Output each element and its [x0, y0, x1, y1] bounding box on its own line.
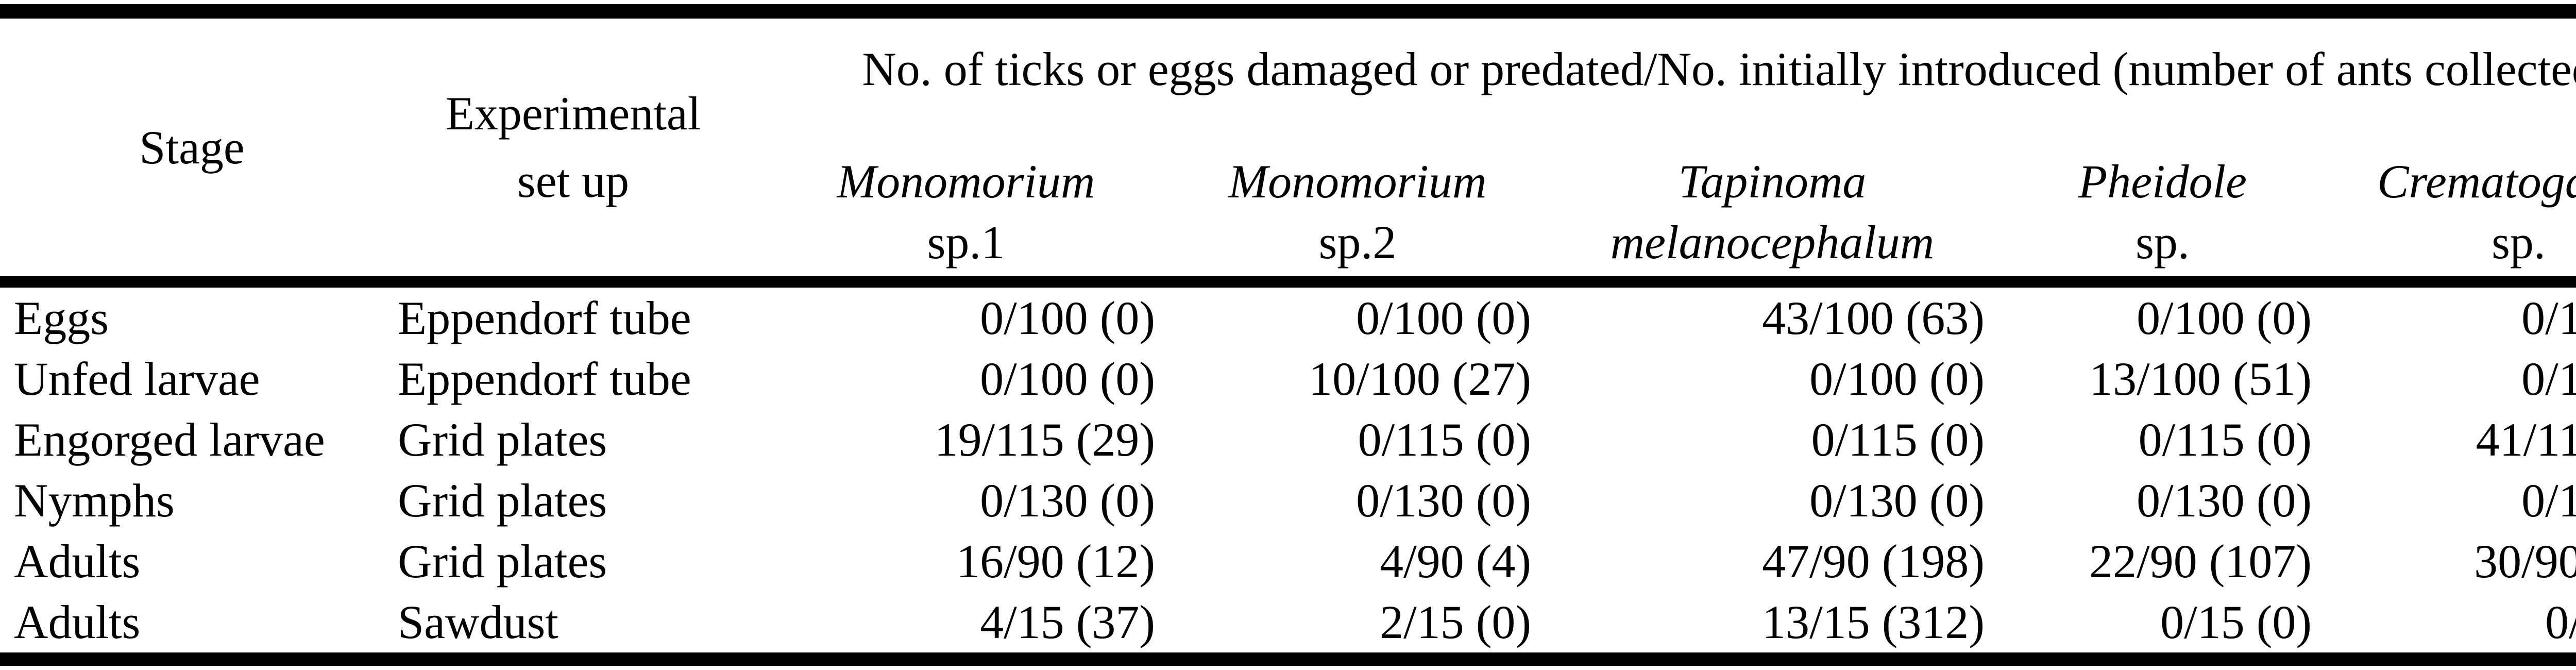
table-header: Stage Experimental set up No. of ticks o…	[0, 19, 2576, 276]
stage-cell: Adults	[14, 535, 141, 588]
value-cell: 4/90 (4)	[1380, 535, 1531, 588]
stage-cell: Nymphs	[14, 474, 175, 527]
value-cell: 43/100 (63)	[1762, 292, 1985, 344]
value-cell: 0/130 (0)	[980, 474, 1155, 527]
species-genus: Monomorium	[837, 155, 1095, 208]
species-header-pheidole-sp: Pheidole sp.	[1999, 153, 2326, 271]
setup-cell: Grid plates	[398, 474, 607, 527]
setup-cell: Grid plates	[398, 413, 607, 466]
value-cell: 0/100 (0)	[2137, 292, 2312, 344]
species-genus: Tapinoma	[1678, 155, 1867, 208]
table-row-engorged-larvae: Engorged larvae Grid plates 19/115 (29) …	[0, 409, 2576, 470]
value-cell: 13/100 (51)	[2089, 353, 2312, 405]
value-cell: 0/130 (0)	[2137, 474, 2312, 527]
value-cell: 4/15 (37)	[980, 596, 1155, 648]
species-header-monomorium-sp1: Monomorium sp.1	[762, 153, 1170, 271]
setup-cell: Sawdust	[398, 596, 558, 648]
species-genus: Monomorium	[1228, 155, 1487, 208]
value-cell: 16/90 (12)	[956, 535, 1155, 588]
species-header-monomorium-sp2: Monomorium sp.2	[1170, 153, 1546, 271]
stage-cell: Eggs	[14, 292, 109, 344]
setup-header-line1: Experimental	[445, 87, 701, 140]
table-row-adults-grid: Adults Grid plates 16/90 (12) 4/90 (4) 4…	[0, 531, 2576, 592]
table-row-eggs: Eggs Eppendorf tube 0/100 (0) 0/100 (0) …	[0, 288, 2576, 348]
value-cell: 19/115 (29)	[934, 413, 1155, 466]
value-cell: 0/15 (0)	[2160, 596, 2312, 648]
value-cell: 0/15 (0)	[2545, 596, 2576, 648]
value-cell: 30/90 (154)	[2474, 535, 2576, 588]
value-cell: 0/100 (0)	[1356, 292, 1531, 344]
ant-tick-predation-table: Stage Experimental set up No. of ticks o…	[0, 4, 2576, 670]
column-header-experimental-setup: Experimental set up	[384, 19, 762, 276]
species-genus: Crematogaster	[2377, 155, 2576, 208]
species-epithet: sp.	[2492, 216, 2546, 269]
column-header-stage: Stage	[139, 121, 245, 174]
value-cell: 10/100 (27)	[1309, 353, 1531, 405]
value-cell: 0/115 (0)	[1358, 413, 1531, 466]
species-header-tapinoma-melanocephalum: Tapinoma melanocephalum	[1546, 153, 1999, 271]
species-header-row: Monomorium sp.1 Monomorium sp.2 Tapinoma…	[762, 153, 2576, 271]
value-cell: 0/100 (0)	[2521, 353, 2576, 405]
stage-cell: Adults	[14, 596, 141, 648]
value-cell: 0/130 (0)	[1356, 474, 1531, 527]
value-cell: 0/115 (0)	[1811, 413, 1985, 466]
value-cell: 0/100 (0)	[1809, 353, 1985, 405]
spanning-header-group: No. of ticks or eggs damaged or predated…	[762, 19, 2576, 276]
setup-header-line2: set up	[517, 155, 630, 207]
value-cell: 13/15 (312)	[1762, 596, 1985, 648]
value-cell: 0/100 (0)	[980, 292, 1155, 344]
setup-cell: Eppendorf tube	[398, 292, 691, 344]
stage-cell: Unfed larvae	[14, 353, 260, 405]
species-epithet: melanocephalum	[1610, 216, 1935, 269]
species-epithet: sp.	[2136, 216, 2190, 269]
value-cell: 0/100 (0)	[2521, 292, 2576, 344]
value-cell: 47/90 (198)	[1762, 535, 1985, 588]
table-row-unfed-larvae: Unfed larvae Eppendorf tube 0/100 (0) 10…	[0, 348, 2576, 409]
value-cell: 0/115 (0)	[2138, 413, 2312, 466]
species-epithet: sp.2	[1318, 216, 1397, 269]
value-cell: 22/90 (107)	[2089, 535, 2312, 588]
species-epithet: sp.1	[927, 216, 1005, 269]
table-body: Eggs Eppendorf tube 0/100 (0) 0/100 (0) …	[0, 288, 2576, 652]
value-cell: 41/115 (22)	[2476, 413, 2576, 466]
stage-cell: Engorged larvae	[14, 413, 325, 466]
value-cell: 0/130 (0)	[2521, 474, 2576, 527]
setup-cell: Grid plates	[398, 535, 607, 588]
table-top-rule	[0, 4, 2576, 19]
table-row-adults-sawdust: Adults Sawdust 4/15 (37) 2/15 (0) 13/15 …	[0, 592, 2576, 652]
table-header-rule	[0, 276, 2576, 288]
species-header-crematogaster-sp: Crematogaster sp.	[2326, 153, 2576, 271]
setup-cell: Eppendorf tube	[398, 353, 691, 405]
value-cell: 0/100 (0)	[980, 353, 1155, 405]
value-cell: 2/15 (0)	[1380, 596, 1531, 648]
group-header-title: No. of ticks or eggs damaged or predated…	[862, 43, 2576, 95]
table-row-nymphs: Nymphs Grid plates 0/130 (0) 0/130 (0) 0…	[0, 470, 2576, 531]
table-bottom-rule	[0, 652, 2576, 666]
value-cell: 0/130 (0)	[1809, 474, 1985, 527]
species-genus: Pheidole	[2078, 155, 2247, 208]
